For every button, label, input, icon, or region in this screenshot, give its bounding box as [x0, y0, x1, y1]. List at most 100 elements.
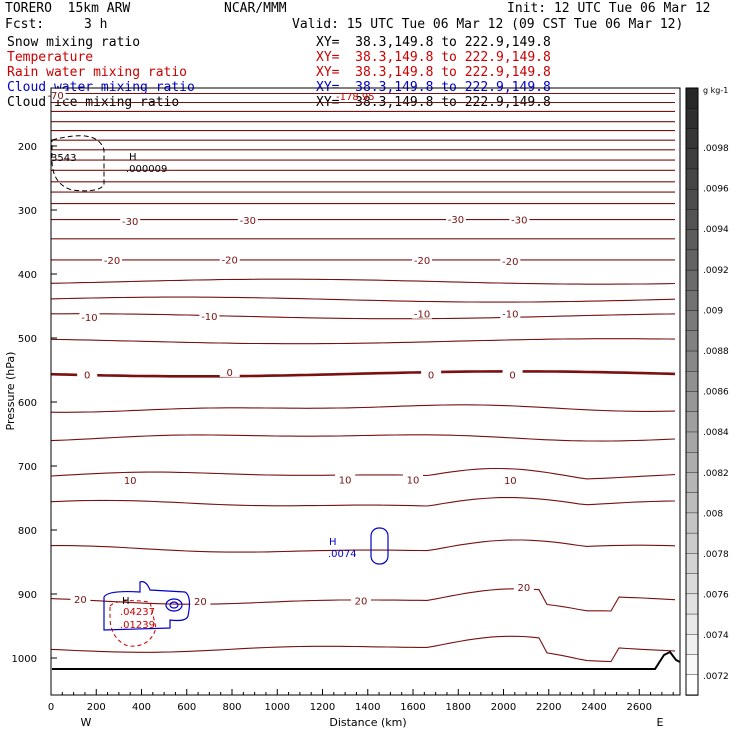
colorbar-label: .008 — [703, 509, 723, 519]
init-time: Init: 12 UTC Tue 06 Mar 12 — [507, 1, 711, 16]
isotherm-label: 10 — [407, 475, 420, 486]
colorbar-step — [685, 613, 699, 635]
y-tick-label: 300 — [18, 206, 37, 217]
x-tick-label: 2000 — [491, 702, 516, 713]
cloud-water-core-inner — [169, 601, 179, 609]
colorbar-label: .0088 — [703, 347, 729, 357]
colorbar-step — [685, 472, 699, 494]
x-tick-label: 2600 — [627, 702, 652, 713]
isotherm-line — [50, 467, 676, 480]
colorbar-label: .0084 — [703, 428, 729, 438]
field-snow-label: Snow mixing ratio — [7, 35, 141, 50]
isotherm-line — [50, 635, 676, 663]
isotherm-label-bg — [77, 368, 98, 380]
colorbar-step — [685, 674, 699, 696]
colorbar-frame — [685, 87, 699, 696]
x-tick-label: 1000 — [265, 702, 290, 713]
isotherm-label: -10 — [81, 313, 97, 324]
snow-high-marker: H — [129, 152, 137, 163]
isotherm-label: -30 — [122, 217, 138, 228]
y-axis: 200 300 400 500 600 700 800 900 1000 — [12, 142, 57, 665]
cloud-ice-contour — [51, 135, 105, 192]
y-tick-label: 200 — [18, 142, 37, 153]
field-snow-xy: XY= 38.3,149.8 to 222.9,149.8 — [316, 35, 551, 50]
isotherm-line — [50, 404, 676, 413]
isotherm-label-bg — [509, 213, 530, 225]
isotherm-line — [50, 338, 676, 345]
isotherm-label: -20 — [502, 257, 518, 268]
x-axis: 0 200 400 600 800 1000 1200 1400 1600 1800 2000 220… — [48, 689, 674, 713]
isotherm-label-bg — [335, 473, 356, 485]
colorbar-step — [685, 229, 699, 251]
colorbar-label: .0096 — [703, 185, 729, 195]
isotherm-label: 20 — [74, 595, 87, 606]
y-tick-label: 500 — [18, 334, 37, 345]
colorbar-step — [685, 371, 699, 393]
temperature-isotherms — [50, 92, 676, 663]
colorbar-step — [685, 249, 699, 271]
field-rain-xy: XY= 38.3,149.8 to 222.9,149.8 — [316, 65, 551, 80]
isotherm-label: 20 — [355, 596, 368, 607]
rain-water-contour — [109, 600, 157, 647]
isotherm-label: -10 — [414, 310, 430, 321]
colorbar-step — [685, 532, 699, 555]
x-tick-label: 1800 — [446, 702, 471, 713]
colorbar-step — [685, 634, 699, 656]
isotherm-label-bg — [199, 310, 220, 322]
cloud-water-high-marker: H — [329, 537, 337, 548]
rain-high-marker: H — [122, 596, 130, 607]
colorbar-step — [685, 310, 699, 332]
y-tick-label: 400 — [18, 270, 37, 281]
isotherm-label-bg — [45, 88, 66, 100]
isotherm-label: -20 — [104, 256, 120, 267]
colorbar-label: .0078 — [703, 550, 729, 560]
colorbar-step — [685, 573, 699, 595]
colorbar-step — [685, 492, 699, 514]
colorbar-step — [685, 269, 699, 292]
isotherm-label: 10 — [504, 476, 517, 487]
rain-high-value: .04237 — [120, 607, 155, 618]
forecast-label: Fcst: — [5, 17, 45, 32]
colorbar-step — [685, 512, 699, 534]
x-tick-label: 2400 — [581, 702, 606, 713]
colorbar-label: .0074 — [703, 631, 729, 641]
colorbar-step — [685, 128, 699, 150]
isotherm-label: -20 — [222, 255, 238, 266]
colorbar-step — [685, 290, 699, 312]
colorbar-step — [685, 108, 699, 130]
colorbar-label: .0092 — [703, 266, 729, 276]
isotherm-label: 20 — [194, 597, 207, 608]
colorbar-label: .0098 — [703, 144, 729, 154]
isotherm-label: -30 — [448, 215, 464, 226]
terrain-line — [52, 650, 681, 670]
x-tick-label: 1600 — [400, 702, 425, 713]
isotherm-label: -10 — [502, 310, 518, 321]
isotherm-label-bg — [403, 473, 424, 485]
east-label: E — [657, 716, 664, 729]
isotherm-label-bg — [70, 593, 91, 605]
y-tick-label: 900 — [18, 590, 37, 601]
isotherm-label-bg — [120, 474, 141, 486]
field-temperature-label: Temperature — [7, 50, 94, 65]
colorbar-step — [685, 553, 699, 575]
isotherm-label-bg — [237, 214, 258, 226]
isotherm-line — [51, 539, 676, 553]
isotherm-label-bg — [219, 365, 240, 377]
field-temperature-xy: XY= 38.3,149.8 to 222.9,149.8 — [316, 50, 551, 65]
isotherm-label-bg — [500, 255, 521, 267]
colorbar-step — [685, 168, 699, 190]
colorbar-label: .0094 — [703, 225, 729, 235]
isotherm-label: -70 — [47, 91, 63, 102]
isotherm-label-bg — [219, 253, 240, 265]
isotherm-label: 10 — [339, 475, 352, 486]
cloud-water-high-value: .0074 — [328, 549, 357, 560]
west-label: W — [81, 716, 92, 729]
field-rain-label: Rain water mixing ratio — [7, 65, 188, 80]
isotherm-label-bg — [412, 307, 433, 319]
colorbar-label: .0086 — [703, 388, 729, 398]
isotherm-label-bg — [102, 253, 123, 265]
colorbar-step — [685, 391, 699, 413]
y-tick-label: 1000 — [12, 654, 37, 665]
rain-high-value-2: .01239 — [120, 620, 155, 631]
plot-frame — [50, 87, 681, 696]
